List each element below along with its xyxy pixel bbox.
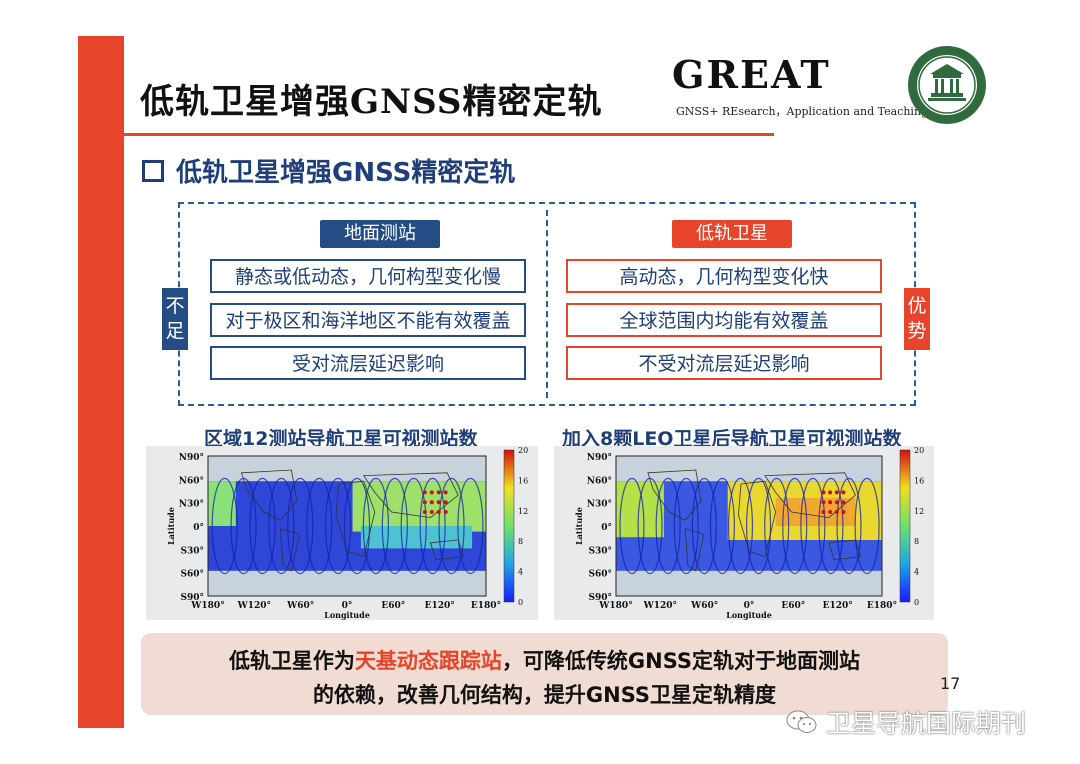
ground-station-item: 对于极区和海洋地区不能有效覆盖 bbox=[210, 303, 526, 337]
ground-station-label: 地面测站 bbox=[320, 220, 440, 248]
wechat-icon bbox=[786, 710, 817, 733]
y-tick-label: S60° bbox=[180, 570, 204, 580]
x-tick-label: W180° bbox=[190, 601, 224, 611]
colorbar-tick-label: 8 bbox=[914, 537, 919, 546]
ground-station-item: 静态或低动态，几何构型变化慢 bbox=[210, 259, 526, 293]
x-tick-label: E180° bbox=[471, 601, 501, 611]
y-tick-label: S30° bbox=[180, 546, 204, 556]
y-tick-label: S60° bbox=[588, 570, 612, 580]
leo-satellite-item: 高动态，几何构型变化快 bbox=[566, 259, 882, 293]
left-accent-bar bbox=[78, 36, 124, 728]
summary-line-2: 的依赖，改善几何结构，提升GNSS卫星定轨精度 bbox=[312, 683, 777, 707]
x-axis-label: Longitude bbox=[726, 610, 772, 620]
x-tick-label: W180° bbox=[598, 601, 632, 611]
visibility-map-regional: N90° N60° N30° 0° S30° S60° S90°W180° W120° W60°… bbox=[166, 446, 528, 620]
colorbar-tick-label: 12 bbox=[914, 507, 924, 516]
leo-satellite-item: 全球范围内均能有效覆盖 bbox=[566, 303, 882, 337]
colorbar-tick-label: 4 bbox=[914, 568, 919, 577]
watermark: 卫星导航国际期刊 bbox=[786, 704, 1026, 740]
x-tick-label: W60° bbox=[286, 601, 314, 611]
y-tick-label: S90° bbox=[180, 593, 204, 603]
y-tick-label: 0° bbox=[601, 523, 612, 533]
x-tick-label: E120° bbox=[425, 601, 455, 611]
colorbar-tick-label: 8 bbox=[518, 537, 523, 546]
shortcoming-tag: 不足 bbox=[162, 288, 188, 350]
advantage-tag: 优势 bbox=[904, 288, 930, 350]
leo-satellite-item: 不受对流层延迟影响 bbox=[566, 346, 882, 380]
x-tick-label: 0° bbox=[744, 601, 755, 611]
map-title-regional: 区域12测站导航卫星可视测站数 bbox=[204, 428, 478, 450]
x-tick-label: 0° bbox=[342, 601, 353, 611]
square-bullet-icon bbox=[142, 159, 164, 182]
x-tick-label: E60° bbox=[381, 601, 405, 611]
y-tick-label: S90° bbox=[588, 593, 612, 603]
y-axis-label: Latitude bbox=[166, 507, 176, 545]
section-heading: 低轨卫星增强GNSS精密定轨 bbox=[142, 152, 515, 189]
visibility-map-leo: N90° N60° N30° 0° S30° S60° S90°W180° W120° W60°… bbox=[574, 446, 924, 620]
x-tick-label: W120° bbox=[643, 601, 677, 611]
colorbar-tick-label: 4 bbox=[518, 568, 523, 577]
colorbar-tick-label: 12 bbox=[518, 507, 528, 516]
map-panel-regional: N90° N60° N30° 0° S30° S60° S90° W180° W120° W60°… bbox=[146, 446, 538, 620]
colorbar-tick-label: 16 bbox=[914, 476, 924, 485]
university-seal-icon bbox=[908, 46, 986, 124]
colorbar-tick-label: 0 bbox=[914, 598, 919, 607]
x-tick-label: W120° bbox=[237, 601, 271, 611]
x-tick-label: W60° bbox=[690, 601, 718, 611]
colorbar-tick-label: 20 bbox=[914, 446, 924, 455]
great-logo-subtitle: GNSS+ REsearch，Application and Teaching bbox=[676, 105, 929, 118]
x-tick-label: E120° bbox=[823, 601, 853, 611]
leo-satellite-label: 低轨卫星 bbox=[672, 220, 792, 248]
page-number: 17 bbox=[940, 674, 961, 693]
colorbar bbox=[899, 449, 911, 603]
colorbar bbox=[503, 449, 515, 603]
slide-title: 低轨卫星增强GNSS精密定轨 bbox=[140, 82, 603, 122]
colorbar-tick-label: 16 bbox=[518, 476, 528, 485]
x-axis-label: Longitude bbox=[324, 610, 370, 620]
y-tick-label: N90° bbox=[587, 453, 612, 463]
y-tick-label: N90° bbox=[179, 453, 204, 463]
colorbar-tick-label: 0 bbox=[518, 598, 523, 607]
y-tick-label: N60° bbox=[179, 476, 204, 486]
colorbar-tick-label: 20 bbox=[518, 446, 528, 455]
y-tick-label: N30° bbox=[179, 500, 204, 510]
y-tick-label: 0° bbox=[193, 523, 204, 533]
y-tick-label: N30° bbox=[587, 500, 612, 510]
summary-box: 低轨卫星作为天基动态跟踪站，可降低传统GNSS定轨对于地面测站 的依赖，改善几何… bbox=[141, 633, 948, 715]
great-logo-text: GREAT bbox=[672, 52, 831, 97]
y-tick-label: S30° bbox=[588, 546, 612, 556]
summary-line-1: 低轨卫星作为天基动态跟踪站，可降低传统GNSS定轨对于地面测站 bbox=[228, 649, 861, 673]
ground-station-item: 受对流层延迟影响 bbox=[210, 346, 526, 380]
x-tick-label: E180° bbox=[867, 601, 897, 611]
y-tick-label: N60° bbox=[587, 476, 612, 486]
section-heading-text: 低轨卫星增强GNSS精密定轨 bbox=[176, 158, 516, 188]
comparison-divider bbox=[546, 210, 548, 398]
x-tick-label: E60° bbox=[781, 601, 805, 611]
y-axis-label: Latitude bbox=[574, 507, 584, 545]
title-underline bbox=[124, 133, 774, 136]
map-title-leo: 加入8颗LEO卫星后导航卫星可视测站数 bbox=[562, 428, 902, 450]
summary-highlight: 天基动态跟踪站 bbox=[354, 649, 502, 673]
map-panel-leo: N90° N60° N30° 0° S30° S60° S90° W180° W120° W60°… bbox=[554, 446, 934, 620]
watermark-text: 卫星导航国际期刊 bbox=[826, 709, 1027, 738]
